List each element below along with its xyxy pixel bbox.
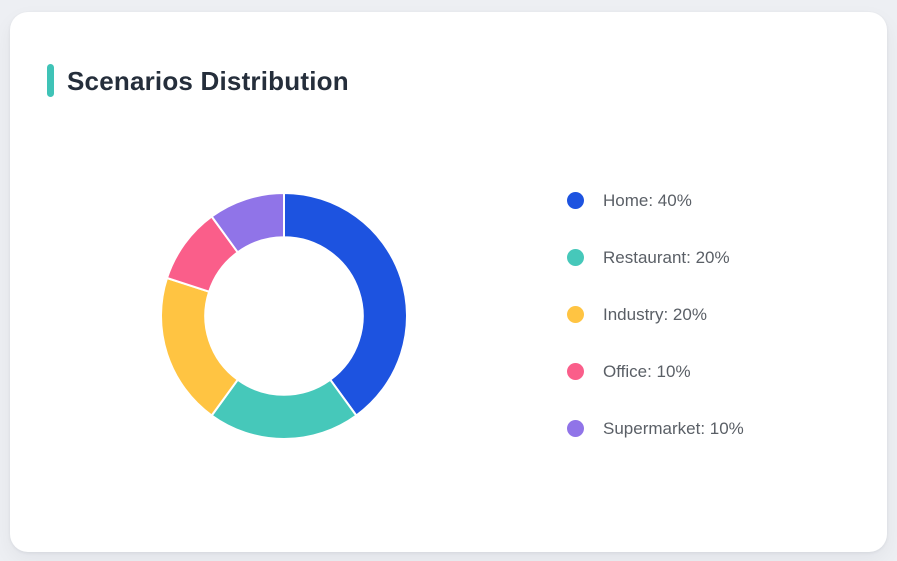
legend-swatch-restaurant <box>567 249 584 266</box>
chart-legend: Home: 40% Restaurant: 20% Industry: 20% … <box>567 190 744 439</box>
legend-item-supermarket: Supermarket: 10% <box>567 418 744 439</box>
donut-segment-supermarket[interactable] <box>210 192 285 254</box>
legend-item-restaurant: Restaurant: 20% <box>567 247 744 268</box>
legend-swatch-office <box>567 363 584 380</box>
legend-label-office: Office: 10% <box>603 362 691 381</box>
legend-item-office: Office: 10% <box>567 361 744 382</box>
donut-chart <box>160 192 408 440</box>
legend-label-home: Home: 40% <box>603 191 692 210</box>
scenarios-distribution-card: Scenarios Distribution Home: 40% Restaur… <box>10 12 887 552</box>
card-header: Scenarios Distribution <box>47 64 349 97</box>
title-accent-bar <box>47 64 54 97</box>
legend-swatch-industry <box>567 306 584 323</box>
donut-segment-restaurant[interactable] <box>210 378 358 440</box>
legend-label-industry: Industry: 20% <box>603 305 707 324</box>
legend-swatch-home <box>567 192 584 209</box>
legend-item-home: Home: 40% <box>567 190 744 211</box>
legend-label-supermarket: Supermarket: 10% <box>603 419 744 438</box>
legend-item-industry: Industry: 20% <box>567 304 744 325</box>
legend-label-restaurant: Restaurant: 20% <box>603 248 730 267</box>
donut-segment-home[interactable] <box>283 192 408 417</box>
legend-swatch-supermarket <box>567 420 584 437</box>
donut-segment-industry[interactable] <box>160 276 239 417</box>
page-title: Scenarios Distribution <box>67 65 349 96</box>
